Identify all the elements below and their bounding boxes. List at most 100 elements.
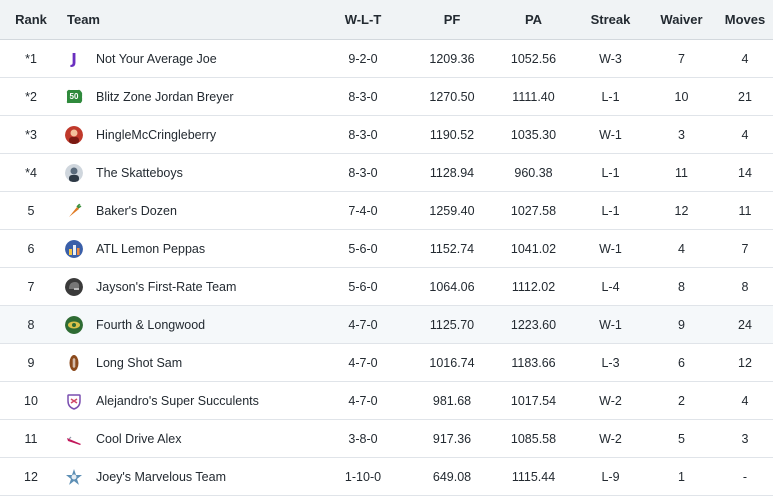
streak-cell: W-2 xyxy=(575,419,646,458)
wlt-cell: 1-10-0 xyxy=(314,457,412,496)
table-row[interactable]: *2 50 Blitz Zone Jordan Breyer 8-3-0 1270.50… xyxy=(0,77,773,116)
moves-cell: 8 xyxy=(717,267,773,306)
team-name-link[interactable]: Jayson's First-Rate Team xyxy=(96,279,237,294)
team-cell: Baker's Dozen xyxy=(62,191,314,230)
pa-cell: 1052.56 xyxy=(492,39,575,78)
team-name-link[interactable]: Blitz Zone Jordan Breyer xyxy=(96,89,234,104)
team-name-link[interactable]: Cool Drive Alex xyxy=(96,431,182,446)
waiver-cell: 5 xyxy=(646,419,717,458)
table-row[interactable]: 12 Joey's Marvelous Team 1-10-0 649.08 1115.… xyxy=(0,457,773,496)
waiver-cell: 3 xyxy=(646,115,717,154)
waiver-cell: 4 xyxy=(646,229,717,268)
streak-cell: W-2 xyxy=(575,381,646,420)
team-name-link[interactable]: Alejandro's Super Succulents xyxy=(96,393,259,408)
streak-cell: L-9 xyxy=(575,457,646,496)
rank-cell: 9 xyxy=(0,343,62,382)
header-streak[interactable]: Streak xyxy=(575,0,646,40)
pf-cell: 649.08 xyxy=(412,457,492,496)
header-team[interactable]: Team xyxy=(62,0,314,40)
team-name-link[interactable]: Not Your Average Joe xyxy=(96,51,217,66)
pf-cell: 1128.94 xyxy=(412,153,492,192)
moves-cell: 24 xyxy=(717,305,773,344)
moves-cell: 21 xyxy=(717,77,773,116)
pa-cell: 1223.60 xyxy=(492,305,575,344)
waiver-cell: 6 xyxy=(646,343,717,382)
waiver-cell: 9 xyxy=(646,305,717,344)
pa-cell: 1085.58 xyxy=(492,419,575,458)
team-name-link[interactable]: HingleMcCringleberry xyxy=(96,127,217,142)
pf-cell: 1259.40 xyxy=(412,191,492,230)
header-pf[interactable]: PF xyxy=(412,0,492,40)
team-name-link[interactable]: ATL Lemon Peppas xyxy=(96,241,206,256)
table-row[interactable]: 11 Cool Drive Alex 3-8-0 917.36 1085.58 W-2 5 3 xyxy=(0,419,773,458)
waiver-cell: 8 xyxy=(646,267,717,306)
team-name-link[interactable]: Fourth & Longwood xyxy=(96,317,206,332)
team-name-link[interactable]: Long Shot Sam xyxy=(96,355,183,370)
header-rank[interactable]: Rank xyxy=(0,0,62,40)
pa-cell: 1035.30 xyxy=(492,115,575,154)
pa-cell: 1027.58 xyxy=(492,191,575,230)
pf-cell: 1125.70 xyxy=(412,305,492,344)
pa-cell: 1017.54 xyxy=(492,381,575,420)
pf-cell: 1209.36 xyxy=(412,39,492,78)
moves-cell: 7 xyxy=(717,229,773,268)
table-row[interactable]: *3 HingleMcCringleberry 8-3-0 1190.52 1035.3… xyxy=(0,115,773,154)
team-cell: ATL Lemon Peppas xyxy=(62,229,314,268)
pf-cell: 981.68 xyxy=(412,381,492,420)
wlt-cell: 4-7-0 xyxy=(314,381,412,420)
streak-cell: L-3 xyxy=(575,343,646,382)
moves-cell: 12 xyxy=(717,343,773,382)
table-row[interactable]: 9 Long Shot Sam 4-7-0 1016.74 1183.66 L-3 6 12 xyxy=(0,343,773,382)
moves-cell: - xyxy=(717,457,773,496)
team-cell: Joey's Marvelous Team xyxy=(62,457,314,496)
pf-cell: 1016.74 xyxy=(412,343,492,382)
star-badge-logo-icon xyxy=(65,468,83,486)
team-name-link[interactable]: Joey's Marvelous Team xyxy=(96,469,226,484)
wlt-cell: 8-3-0 xyxy=(314,115,412,154)
wlt-cell: 4-7-0 xyxy=(314,305,412,344)
moves-cell: 4 xyxy=(717,115,773,154)
wlt-cell: 8-3-0 xyxy=(314,153,412,192)
streak-cell: L-4 xyxy=(575,267,646,306)
pf-cell: 1270.50 xyxy=(412,77,492,116)
table-row[interactable]: 6 ATL Lemon Peppas 5-6-0 1152.74 1041.02 W-1 4… xyxy=(0,229,773,268)
team-cell: Cool Drive Alex xyxy=(62,419,314,458)
rank-cell: *2 xyxy=(0,77,62,116)
team-cell: Alejandro's Super Succulents xyxy=(62,381,314,420)
streak-cell: W-1 xyxy=(575,229,646,268)
table-row[interactable]: *1 J Not Your Average Joe 9-2-0 1209.36 1052.… xyxy=(0,39,773,78)
streak-cell: L-1 xyxy=(575,153,646,192)
team-cell: 50 Blitz Zone Jordan Breyer xyxy=(62,77,314,116)
cleat-logo-icon xyxy=(65,430,83,448)
waiver-cell: 12 xyxy=(646,191,717,230)
rank-cell: *1 xyxy=(0,39,62,78)
team-name-link[interactable]: Baker's Dozen xyxy=(96,203,177,218)
table-row[interactable]: 7 Jayson's First-Rate Team 5-6-0 1064.06 111… xyxy=(0,267,773,306)
waiver-cell: 1 xyxy=(646,457,717,496)
team-name-link[interactable]: The Skatteboys xyxy=(96,165,183,180)
header-waiver[interactable]: Waiver xyxy=(646,0,717,40)
wlt-cell: 8-3-0 xyxy=(314,77,412,116)
table-row[interactable]: 10 Alejandro's Super Succulents 4-7-0 981.6… xyxy=(0,381,773,420)
rank-cell: 7 xyxy=(0,267,62,306)
pf-cell: 1152.74 xyxy=(412,229,492,268)
header-pa[interactable]: PA xyxy=(492,0,575,40)
header-wlt[interactable]: W-L-T xyxy=(314,0,412,40)
football-logo-icon xyxy=(65,354,83,372)
table-row[interactable]: *4 The Skatteboys 8-3-0 1128.94 960.38 L-1 11 1… xyxy=(0,153,773,192)
header-row: Rank Team W-L-T PF PA Streak Waiver Move… xyxy=(0,0,773,40)
table-row[interactable]: 5 Baker's Dozen 7-4-0 1259.40 1027.58 L-1 12 11 xyxy=(0,191,773,230)
table-row[interactable]: 8 Fourth & Longwood 4-7-0 1125.70 1223.60 W-1… xyxy=(0,305,773,344)
rank-cell: *4 xyxy=(0,153,62,192)
streak-cell: W-3 xyxy=(575,39,646,78)
rank-cell: 10 xyxy=(0,381,62,420)
team-cell: The Skatteboys xyxy=(62,153,314,192)
wlt-cell: 7-4-0 xyxy=(314,191,412,230)
header-moves[interactable]: Moves xyxy=(717,0,773,40)
moves-cell: 4 xyxy=(717,381,773,420)
waiver-cell: 7 xyxy=(646,39,717,78)
streak-cell: L-1 xyxy=(575,77,646,116)
carrot-logo-icon xyxy=(65,202,83,220)
wlt-cell: 9-2-0 xyxy=(314,39,412,78)
